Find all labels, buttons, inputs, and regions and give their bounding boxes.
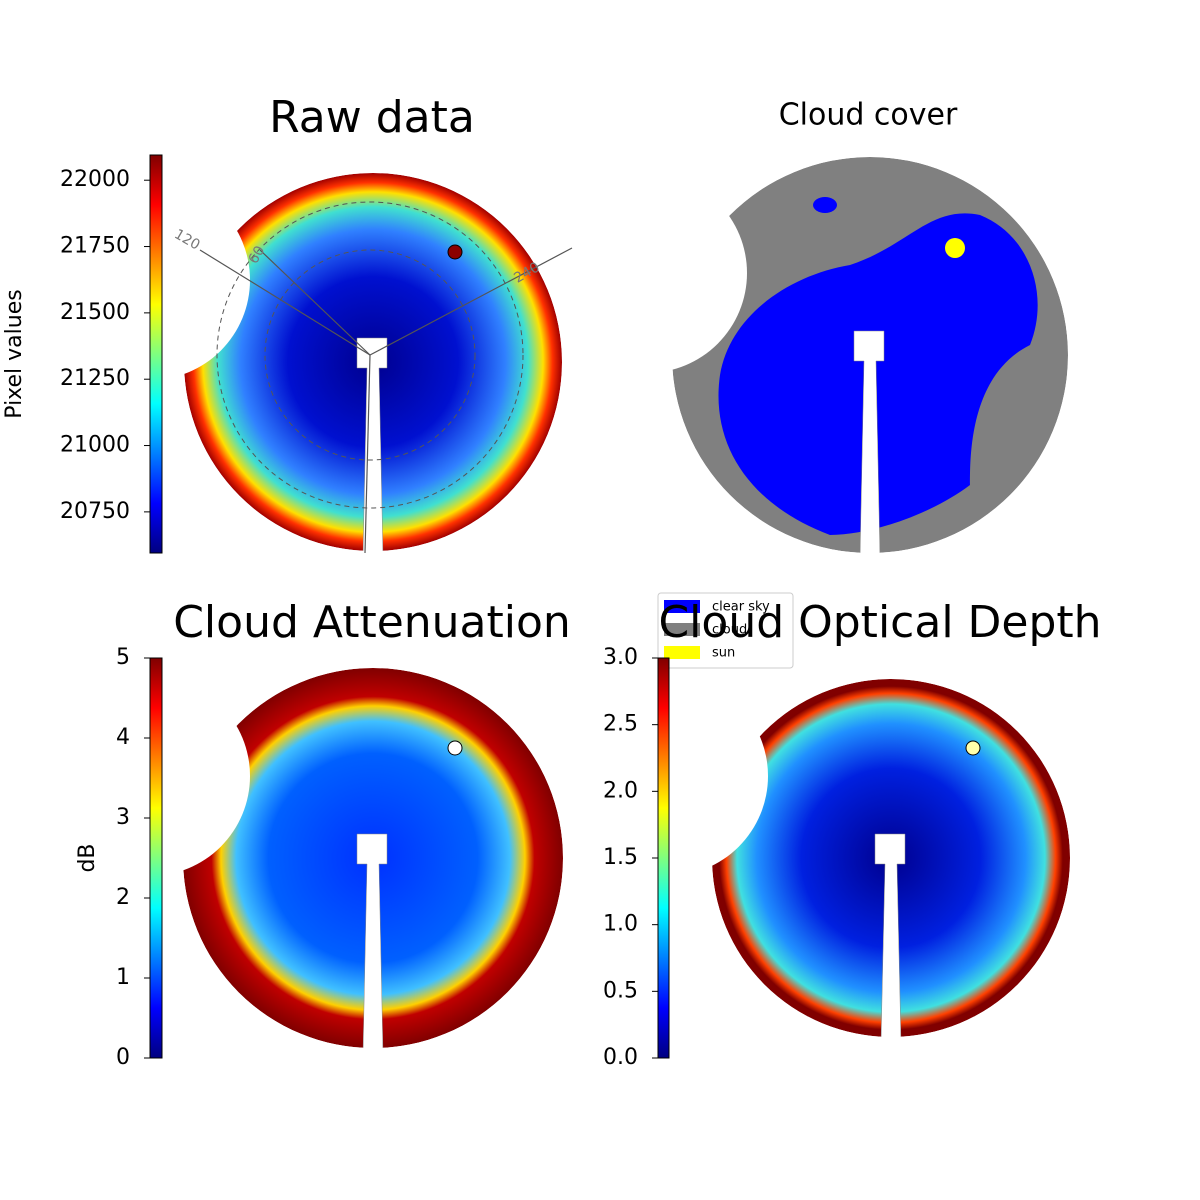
- colorbar: [149, 657, 163, 1059]
- panel-title: Cloud cover: [779, 98, 958, 133]
- sun: [447, 740, 463, 756]
- colorbar-tick-label: 0: [116, 1045, 130, 1070]
- colorbar: [149, 154, 163, 554]
- legend-swatch: [664, 623, 700, 636]
- panel-title: Cloud Attenuation: [173, 597, 571, 648]
- legend-swatch: [664, 600, 700, 613]
- colorbar-tick-label: 1.0: [603, 912, 638, 937]
- colorbar-tick-label: 3.0: [603, 645, 638, 670]
- colorbar-label: dB: [75, 843, 100, 872]
- mast: [356, 337, 388, 557]
- colorbar-tick-label: 1: [116, 965, 130, 990]
- sky-image: [184, 173, 562, 557]
- colorbar-tick-label: 3: [116, 805, 130, 830]
- colorbar-tick-label: 0.0: [603, 1045, 638, 1070]
- sun: [965, 740, 981, 756]
- polar-spokes: [199, 247, 573, 554]
- sun: [447, 244, 463, 260]
- colorbar-tick-label: 1.5: [603, 845, 638, 870]
- colorbar-tick-label: 22000: [60, 167, 130, 192]
- legend-swatch: [664, 646, 700, 659]
- polar-grid: [216, 201, 524, 509]
- legend-label: clear sky: [712, 600, 770, 615]
- sky-image: [672, 157, 1068, 559]
- colorbar-tick-label: 20750: [60, 499, 130, 524]
- mast: [874, 833, 906, 1043]
- sun: [945, 238, 965, 258]
- colorbar: [657, 657, 670, 1059]
- mast: [853, 330, 885, 559]
- legend-label: cloud: [712, 623, 747, 638]
- clear-region: [718, 213, 1038, 535]
- mast: [356, 833, 388, 1054]
- legend-label: sun: [712, 646, 735, 661]
- colorbar-tick-label: 21500: [60, 300, 130, 325]
- colorbar-tick-label: 4: [116, 725, 130, 750]
- angle-label: 120: [171, 226, 202, 253]
- sky-image: [183, 668, 563, 1054]
- panel-title: Cloud Optical Depth: [658, 597, 1101, 648]
- panel-title: Raw data: [269, 92, 475, 143]
- angle-label: 60: [246, 243, 269, 266]
- colorbar-label: Pixel values: [2, 289, 27, 418]
- colorbar-tick-label: 2: [116, 885, 130, 910]
- colorbar-tick-label: 21250: [60, 366, 130, 391]
- colorbar-tick-label: 0.5: [603, 978, 638, 1003]
- colorbar-tick-label: 21000: [60, 433, 130, 458]
- colorbar-tick-label: 5: [116, 645, 130, 670]
- colorbar-tick-label: 2.0: [603, 778, 638, 803]
- clear-patch: [813, 197, 837, 213]
- sky-image: [712, 679, 1070, 1043]
- colorbar-tick-label: 2.5: [603, 712, 638, 737]
- colorbar-tick-label: 21750: [60, 234, 130, 259]
